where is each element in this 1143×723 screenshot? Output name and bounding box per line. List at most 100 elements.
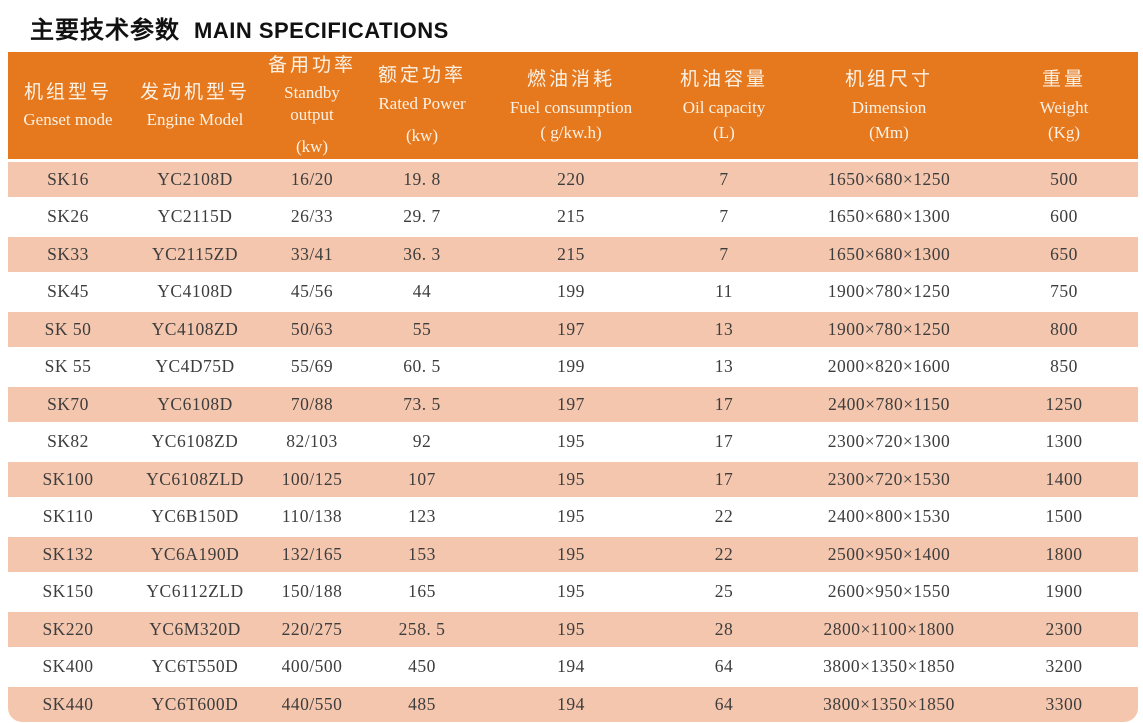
specifications-table: 机组型号 Genset mode 发动机型号 Engine Model 备用功率… bbox=[8, 52, 1138, 722]
cell-weight: 800 bbox=[1050, 318, 1078, 339]
cell-rated: 153 bbox=[408, 543, 436, 564]
cell-engine: YC6A190D bbox=[150, 543, 240, 564]
cell-rated: 55 bbox=[412, 318, 432, 339]
column-header-rated-unit: (kw) bbox=[405, 126, 439, 146]
cell-rated: 36. 3 bbox=[403, 243, 441, 264]
cell-genset: SK70 bbox=[47, 393, 89, 414]
table-row: SK132 YC6A190D 132/165 153 195 22 2500×950×140… bbox=[8, 537, 1138, 575]
table-row: SK45 YC4108D 45/56 44 199 11 1900×780×1250 750 bbox=[8, 275, 1138, 312]
cell-fuel: 220 bbox=[557, 168, 585, 189]
column-header-genset-mode: 机组型号 Genset mode bbox=[8, 52, 128, 159]
cell-oil: 64 bbox=[714, 656, 734, 677]
cell-rated: 19. 8 bbox=[403, 168, 441, 189]
cell-engine: YC6108ZLD bbox=[146, 468, 244, 489]
column-header-weight-en: Weight bbox=[1039, 97, 1089, 117]
cell-engine: YC6T550D bbox=[151, 656, 239, 677]
cell-standby: 33/41 bbox=[290, 243, 334, 264]
cell-genset: SK150 bbox=[42, 581, 94, 602]
cell-fuel: 199 bbox=[557, 356, 585, 377]
cell-engine: YC6112ZLD bbox=[146, 581, 244, 602]
cell-standby: 70/88 bbox=[290, 393, 334, 414]
cell-standby: 50/63 bbox=[290, 318, 334, 339]
cell-fuel: 215 bbox=[557, 243, 585, 264]
cell-standby: 26/33 bbox=[290, 206, 334, 227]
cell-genset: SK16 bbox=[47, 168, 89, 189]
column-header-engine-model: 发动机型号 Engine Model bbox=[128, 52, 262, 159]
column-header-oil-capacity: 机油容量 Oil capacity (L) bbox=[660, 52, 788, 159]
cell-genset: SK 50 bbox=[44, 318, 92, 339]
column-header-oil-cn: 机油容量 bbox=[679, 68, 768, 90]
cell-genset: SK 55 bbox=[44, 356, 92, 377]
column-header-rated-cn: 额定功率 bbox=[377, 65, 466, 87]
table-row: SK26 YC2115D 26/33 29. 7 215 7 1650×680×1300 60… bbox=[8, 200, 1138, 237]
table-row: SK100 YC6108ZLD 100/125 107 195 17 2300×720×15… bbox=[8, 462, 1138, 500]
cell-fuel: 195 bbox=[557, 468, 585, 489]
cell-weight: 850 bbox=[1050, 356, 1078, 377]
column-header-dimension: 机组尺寸 Dimension (Mm) bbox=[788, 52, 990, 159]
cell-oil: 13 bbox=[714, 318, 734, 339]
cell-fuel: 199 bbox=[557, 281, 585, 302]
cell-oil: 7 bbox=[719, 206, 729, 227]
cell-rated: 29. 7 bbox=[403, 206, 441, 227]
cell-rated: 92 bbox=[412, 431, 432, 452]
cell-weight: 1900 bbox=[1045, 581, 1083, 602]
page-title-english: MAIN SPECIFICATIONS bbox=[194, 18, 449, 43]
cell-engine: YC6M320D bbox=[149, 618, 241, 639]
column-header-fuel-unit: ( g/kw.h) bbox=[540, 122, 602, 142]
column-header-oil-unit: (L) bbox=[713, 122, 735, 142]
cell-engine: YC4108D bbox=[157, 281, 233, 302]
cell-fuel: 197 bbox=[557, 318, 585, 339]
cell-oil: 13 bbox=[714, 356, 734, 377]
cell-oil: 11 bbox=[715, 281, 733, 302]
cell-dimension: 2400×780×1150 bbox=[828, 393, 950, 414]
cell-engine: YC4108ZD bbox=[151, 318, 239, 339]
cell-genset: SK26 bbox=[47, 206, 89, 227]
cell-fuel: 195 bbox=[557, 431, 585, 452]
column-header-rated-en: Rated Power bbox=[378, 94, 466, 114]
cell-engine: YC6108D bbox=[157, 393, 233, 414]
column-header-dimension-en: Dimension bbox=[851, 97, 927, 117]
cell-weight: 1250 bbox=[1045, 393, 1083, 414]
cell-fuel: 194 bbox=[557, 656, 585, 677]
column-header-genset-en: Genset mode bbox=[23, 110, 113, 130]
cell-oil: 7 bbox=[719, 168, 729, 189]
cell-weight: 500 bbox=[1050, 168, 1078, 189]
cell-rated: 60. 5 bbox=[403, 356, 441, 377]
cell-fuel: 195 bbox=[557, 618, 585, 639]
cell-dimension: 3800×1350×1850 bbox=[823, 656, 955, 677]
cell-standby: 132/165 bbox=[281, 543, 343, 564]
column-header-oil-en: Oil capacity bbox=[682, 97, 766, 117]
cell-fuel: 195 bbox=[557, 506, 585, 527]
column-header-fuel-consumption: 燃油消耗 Fuel consumption ( g/kw.h) bbox=[482, 52, 660, 159]
cell-oil: 64 bbox=[714, 693, 734, 714]
cell-oil: 25 bbox=[714, 581, 734, 602]
cell-standby: 110/138 bbox=[281, 506, 343, 527]
cell-standby: 16/20 bbox=[290, 168, 334, 189]
column-header-dimension-unit: (Mm) bbox=[869, 122, 909, 142]
cell-weight: 2300 bbox=[1045, 618, 1083, 639]
cell-engine: YC2115ZD bbox=[152, 243, 238, 264]
cell-fuel: 215 bbox=[557, 206, 585, 227]
cell-standby: 45/56 bbox=[290, 281, 334, 302]
page-title: 主要技术参数 MAIN SPECIFICATIONS bbox=[0, 0, 1143, 52]
table-row: SK33 YC2115ZD 33/41 36. 3 215 7 1650×680×1300 6… bbox=[8, 237, 1138, 275]
column-header-fuel-cn: 燃油消耗 bbox=[526, 68, 615, 90]
cell-rated: 165 bbox=[408, 581, 436, 602]
cell-genset: SK45 bbox=[47, 281, 89, 302]
cell-rated: 107 bbox=[408, 468, 436, 489]
column-header-dimension-cn: 机组尺寸 bbox=[844, 68, 933, 90]
cell-dimension: 2300×720×1300 bbox=[827, 431, 951, 452]
cell-rated: 44 bbox=[412, 281, 432, 302]
column-header-engine-en: Engine Model bbox=[146, 110, 244, 130]
cell-fuel: 197 bbox=[557, 393, 585, 414]
cell-standby: 440/550 bbox=[281, 693, 343, 714]
table-row: SK 50 YC4108ZD 50/63 55 197 13 1900×780×1250 80… bbox=[8, 312, 1138, 350]
cell-genset: SK82 bbox=[47, 431, 89, 452]
column-header-engine-cn: 发动机型号 bbox=[139, 81, 250, 103]
cell-genset: SK132 bbox=[42, 543, 94, 564]
table-body: SK16 YC2108D 16/20 19. 8 220 7 1650×680×1250 50… bbox=[8, 162, 1138, 722]
table-row: SK400 YC6T550D 400/500 450 194 64 3800×1350×18… bbox=[8, 650, 1138, 687]
cell-dimension: 2600×950×1550 bbox=[827, 581, 951, 602]
cell-dimension: 3800×1350×1850 bbox=[823, 693, 955, 714]
table-header: 机组型号 Genset mode 发动机型号 Engine Model 备用功率… bbox=[8, 52, 1138, 159]
